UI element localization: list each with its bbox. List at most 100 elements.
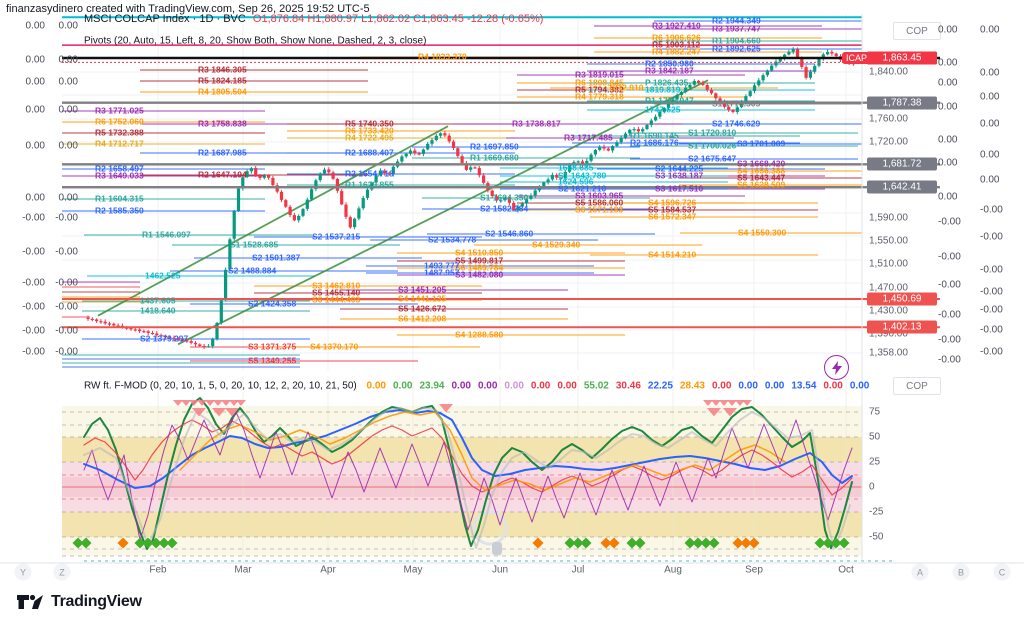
candle-body (490, 190, 494, 197)
candle-body (800, 57, 804, 67)
time-axis-month-label[interactable]: Mar (234, 564, 252, 576)
oscillator-value: 0.00 (557, 380, 577, 392)
time-axis-month-label[interactable]: Feb (149, 564, 167, 576)
candle-body (211, 339, 215, 347)
pivot-label: S2 1621.210 (558, 183, 607, 194)
currency-label-indicator[interactable]: COP (893, 377, 941, 395)
pivot-label: R2 1654.718 (345, 168, 394, 179)
oscillator-axis-tick: 50 (869, 431, 881, 443)
overlay-value: -0.00 (938, 216, 961, 228)
oscillator-value: 0.00 (477, 380, 498, 392)
candle-body (559, 177, 563, 179)
candle-body (232, 211, 236, 239)
candle-body (236, 188, 241, 211)
overlay-value: 0.00 (25, 76, 45, 88)
signal-triangle-icon (742, 400, 752, 406)
signal-diamond-icon (740, 537, 752, 549)
time-axis-month-label[interactable]: May (403, 564, 423, 576)
pivot-label: R2 1688.407 (345, 147, 394, 158)
signal-diamond-icon (134, 537, 146, 549)
legend-separator: · (216, 13, 224, 25)
overlay-value: -0.00 (938, 251, 961, 263)
pivot-label: P 1826.435 (645, 77, 689, 88)
candle-body (563, 171, 567, 179)
time-axis-month-label[interactable]: Jul (571, 564, 585, 576)
candle-body (159, 335, 163, 337)
toolbar-button-y[interactable]: Y (14, 563, 32, 581)
candle-body (529, 195, 533, 199)
candle-body (550, 174, 554, 180)
oscillator-axis-tick: 25 (869, 456, 881, 468)
oscillator-legend[interactable]: RW ft. F-MOD (0, 20, 10, 1, 5, 0, 20, 10… (84, 381, 869, 392)
signal-triangle-icon (707, 408, 721, 417)
pivot-label: R3 1649.033 (95, 170, 144, 181)
overlay-value: 0.00 (938, 134, 958, 146)
toolbar-button-z[interactable]: Z (53, 563, 71, 581)
candle-body (219, 300, 223, 323)
candle-body (275, 185, 279, 192)
signal-diamond-icon (158, 537, 170, 549)
oscillator-value: 22.25 (647, 380, 673, 392)
candle-body (447, 135, 451, 142)
candle-body (146, 331, 150, 333)
price-axis-tick: 1,510.00 (869, 258, 908, 270)
pivots-indicator-legend[interactable]: Pivots (20, Auto, 15, Left, 8, 20, Show … (84, 35, 427, 47)
trend-line (177, 79, 709, 346)
candle-body (744, 96, 748, 103)
pivot-label: R5 1903.112 (652, 39, 701, 50)
quick-action-flash-button[interactable] (824, 355, 849, 380)
candle-body (499, 200, 503, 202)
signal-triangle-icon (173, 400, 183, 406)
pivot-label: R6 1808.845 (575, 77, 624, 88)
symbol-title: MSCI COLCAP Index (84, 13, 190, 25)
time-axis-month-label[interactable]: Jun (491, 564, 509, 576)
time-axis-month-label[interactable]: Oct (838, 564, 854, 576)
signal-triangle-icon (212, 408, 226, 417)
time-axis-month-label[interactable]: Sep (745, 564, 763, 576)
candle-body (542, 182, 546, 187)
pivot-label: S2 1546.860 (485, 228, 534, 239)
price-axis-badge: 1,787.38 (867, 96, 937, 110)
signal-diamond-icon (150, 537, 162, 549)
toolbar-button-b[interactable]: B (952, 563, 970, 581)
tradingview-logo[interactable]: TradingView (16, 592, 142, 612)
candle-body (619, 137, 623, 143)
candle-body (546, 179, 550, 183)
pivot-label: R3 1738.817 (512, 118, 561, 129)
candle-body (770, 65, 774, 71)
candle-body (348, 217, 352, 228)
signal-triangle-icon (719, 400, 729, 406)
overlay-value: 0.00 (980, 24, 1000, 36)
candle-body (456, 148, 460, 157)
oscillator-line-gray (83, 407, 851, 549)
pivot-label: S3 1603.965 (575, 190, 624, 201)
overlay-value: 0.00 (58, 192, 78, 204)
pivot-label: R2 1944.349 (712, 15, 761, 26)
candle-body (193, 342, 198, 345)
candle-body (473, 167, 477, 169)
pivot-label: S5 1455.140 (312, 287, 361, 298)
signal-diamond-icon (748, 537, 760, 549)
pivot-label: S5 1584.537 (648, 204, 697, 215)
signal-triangle-icon (205, 400, 215, 406)
candle-body (520, 203, 524, 207)
pivot-label: R5 1740.350 (345, 118, 394, 129)
candle-body (748, 91, 752, 96)
candle-body (494, 196, 499, 201)
time-axis-month-label[interactable]: Aug (664, 564, 682, 576)
candle-body (826, 51, 830, 55)
toolbar-button-c[interactable]: C (993, 563, 1011, 581)
time-axis-month-label[interactable]: Apr (320, 564, 336, 576)
toolbar-button-a[interactable]: A (911, 563, 929, 581)
oscillator-value: 0.00 (711, 380, 732, 392)
currency-label-price[interactable]: COP (893, 22, 941, 40)
overlay-value: -0.00 (22, 277, 45, 289)
icap-chip: ICAP (842, 52, 872, 65)
candle-body (292, 215, 296, 221)
pivot-label: R4 1722.495 (345, 132, 394, 143)
overlay-value: 0.00 (938, 57, 958, 69)
pivot-label: S1 1700.026 (688, 140, 737, 151)
symbol-legend[interactable]: MSCI COLCAP Index · 1D · BVC O1,876.84 H… (84, 13, 543, 25)
overlay-value: -0.00 (55, 301, 78, 313)
